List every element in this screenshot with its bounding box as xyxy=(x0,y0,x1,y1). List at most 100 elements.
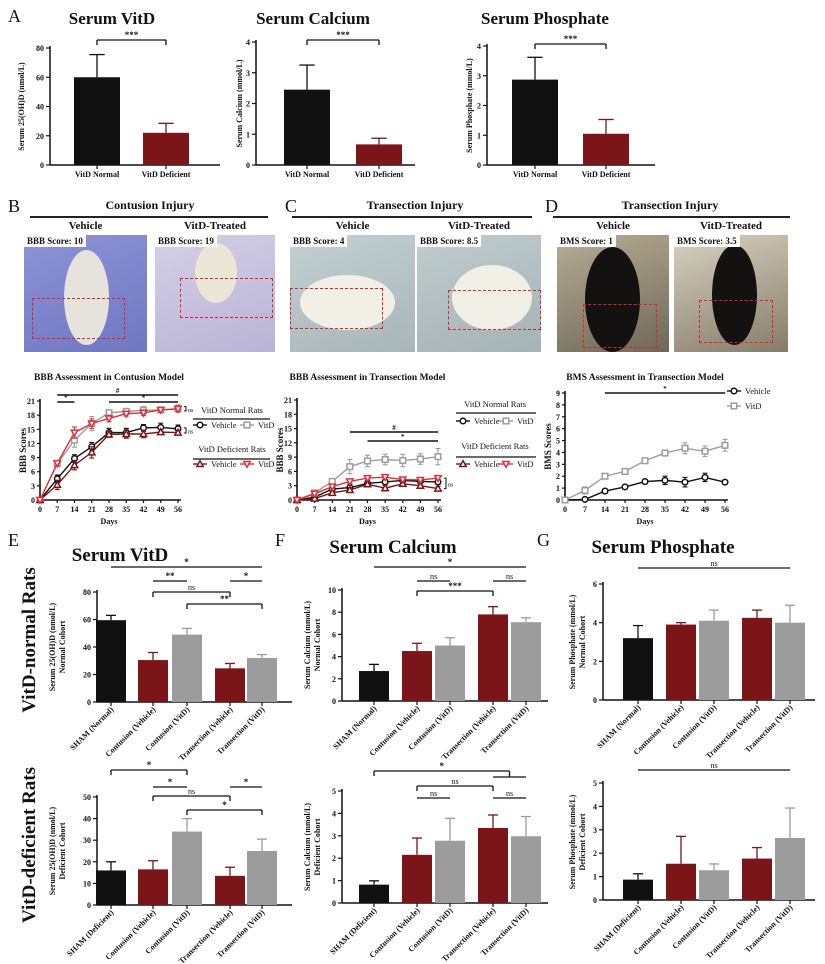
inverted-triangle-marker xyxy=(104,415,114,424)
inverted-triangle-marker xyxy=(398,476,408,485)
y-tick-label: 1 xyxy=(556,484,560,493)
animal-photo: BBB Score: 19 xyxy=(155,235,275,352)
inverted-triangle-marker xyxy=(501,460,511,469)
x-tick-label: 21 xyxy=(621,505,629,514)
triangle-marker xyxy=(52,480,62,489)
y-tick-label: 0 xyxy=(288,496,292,505)
square-marker xyxy=(601,472,609,480)
animal-photo: BMS Score: 3.5 xyxy=(674,235,788,352)
y-axis-label: Serum 25(OH)D (nmol/L) xyxy=(48,602,57,691)
y-tick-label: 15 xyxy=(27,425,35,434)
significance-label: * xyxy=(401,433,405,441)
triangle-marker xyxy=(195,459,205,468)
circle-marker xyxy=(730,387,738,395)
significance-label: # xyxy=(392,424,396,432)
panel-letter: D xyxy=(545,196,558,216)
inverted-triangle-marker xyxy=(380,473,390,482)
triangle-marker xyxy=(458,459,468,468)
chart-title: Serum Calcium xyxy=(256,9,370,28)
circle-marker xyxy=(721,478,729,486)
chart-title: Serum Phosphate xyxy=(481,9,609,28)
chart-title: Serum Phosphate xyxy=(591,537,734,558)
y-tick-label: 3 xyxy=(332,832,336,841)
y-tick-label: 3 xyxy=(246,69,250,78)
inverted-triangle-marker xyxy=(156,406,166,415)
triangle-marker xyxy=(156,427,166,436)
category-label: VitD Normal xyxy=(75,170,120,179)
legend-label: Vehicle xyxy=(211,420,237,430)
bar xyxy=(402,651,432,701)
y-tick-label: 30 xyxy=(83,836,91,845)
bar xyxy=(143,132,189,165)
triangle-marker xyxy=(345,485,355,494)
y-tick-label: 40 xyxy=(36,103,44,112)
bar xyxy=(742,617,772,700)
y-axis-label: Deficient Cohort xyxy=(578,813,587,870)
legend-label: Vehicle xyxy=(211,459,237,469)
y-axis-label: Serum 25(OH)D (nmol/L) xyxy=(48,806,57,895)
y-tick-label: 80 xyxy=(36,44,44,53)
x-tick-label: 42 xyxy=(140,505,148,514)
bar xyxy=(138,869,168,905)
injury-heading: Transection Injury xyxy=(366,198,464,212)
y-tick-label: 20 xyxy=(83,858,91,867)
legend-label: VitD xyxy=(745,401,762,411)
y-tick-label: 12 xyxy=(27,439,35,448)
x-tick-label: 21 xyxy=(88,505,96,514)
condition-label: VitD-Treated xyxy=(699,220,763,232)
roi-dashed-box xyxy=(583,304,657,348)
y-tick-label: 50 xyxy=(83,793,91,802)
x-tick-label: 0 xyxy=(295,505,299,514)
x-tick-label: 14 xyxy=(328,505,336,514)
y-tick-label: 2 xyxy=(332,675,336,684)
y-axis-label: Deficient Cohort xyxy=(313,818,322,875)
y-tick-label: 7 xyxy=(556,413,560,422)
y-tick-label: 4 xyxy=(246,38,250,47)
x-tick-label: 28 xyxy=(641,505,649,514)
panel-letter: E xyxy=(8,530,19,550)
bar xyxy=(96,870,126,905)
heading-rule xyxy=(30,216,268,218)
bar xyxy=(172,634,202,702)
heading-rule xyxy=(553,216,790,218)
injury-heading: Contusion Injury xyxy=(105,198,195,212)
y-tick-label: 4 xyxy=(477,42,481,51)
y-tick-label: 2 xyxy=(477,102,481,111)
x-tick-label: 35 xyxy=(381,505,389,514)
bar xyxy=(666,863,696,900)
legend-label: VitD xyxy=(517,416,534,426)
x-tick-label: 35 xyxy=(122,505,130,514)
circle-marker xyxy=(581,495,589,503)
inverted-triangle-marker xyxy=(121,410,131,419)
y-axis-label: Deficient Cohort xyxy=(58,822,67,879)
bar xyxy=(96,620,126,702)
animal-photo: BMS Score: 1 xyxy=(557,235,669,352)
ns-bracket xyxy=(184,406,187,412)
y-axis-label: Serum Phosphate (mmol/L) xyxy=(568,594,577,689)
square-marker xyxy=(399,456,407,465)
x-axis-label: Days xyxy=(359,517,376,526)
significance-label: * xyxy=(142,394,146,402)
square-marker xyxy=(681,444,689,452)
square-marker xyxy=(381,455,389,464)
significance-label: * xyxy=(64,394,68,402)
score-label: BBB Score: 4 xyxy=(290,235,348,247)
bar xyxy=(511,622,541,701)
y-tick-label: 40 xyxy=(83,815,91,824)
circle-marker xyxy=(701,473,709,481)
condition-label: VitD-Treated xyxy=(183,220,247,232)
significance-label: *** xyxy=(125,30,139,40)
x-tick-label: 28 xyxy=(105,505,113,514)
significance-label: ns xyxy=(710,761,717,770)
y-axis-label: Serum Calcium (mmol/L) xyxy=(235,59,244,147)
x-tick-label: 35 xyxy=(661,505,669,514)
y-tick-label: 10 xyxy=(328,586,336,595)
x-tick-label: 56 xyxy=(721,505,729,514)
y-tick-label: 5 xyxy=(593,779,597,788)
x-tick-label: 49 xyxy=(701,505,709,514)
legend-label: Vehicle xyxy=(474,459,500,469)
line-chart: BBB Assessment in Transection Model 0 3 6 9 1… xyxy=(275,373,536,526)
legend-title: VitD Deficient Rats xyxy=(198,444,265,454)
significance-label: *** xyxy=(336,30,350,40)
inverted-triangle-marker xyxy=(345,478,355,487)
